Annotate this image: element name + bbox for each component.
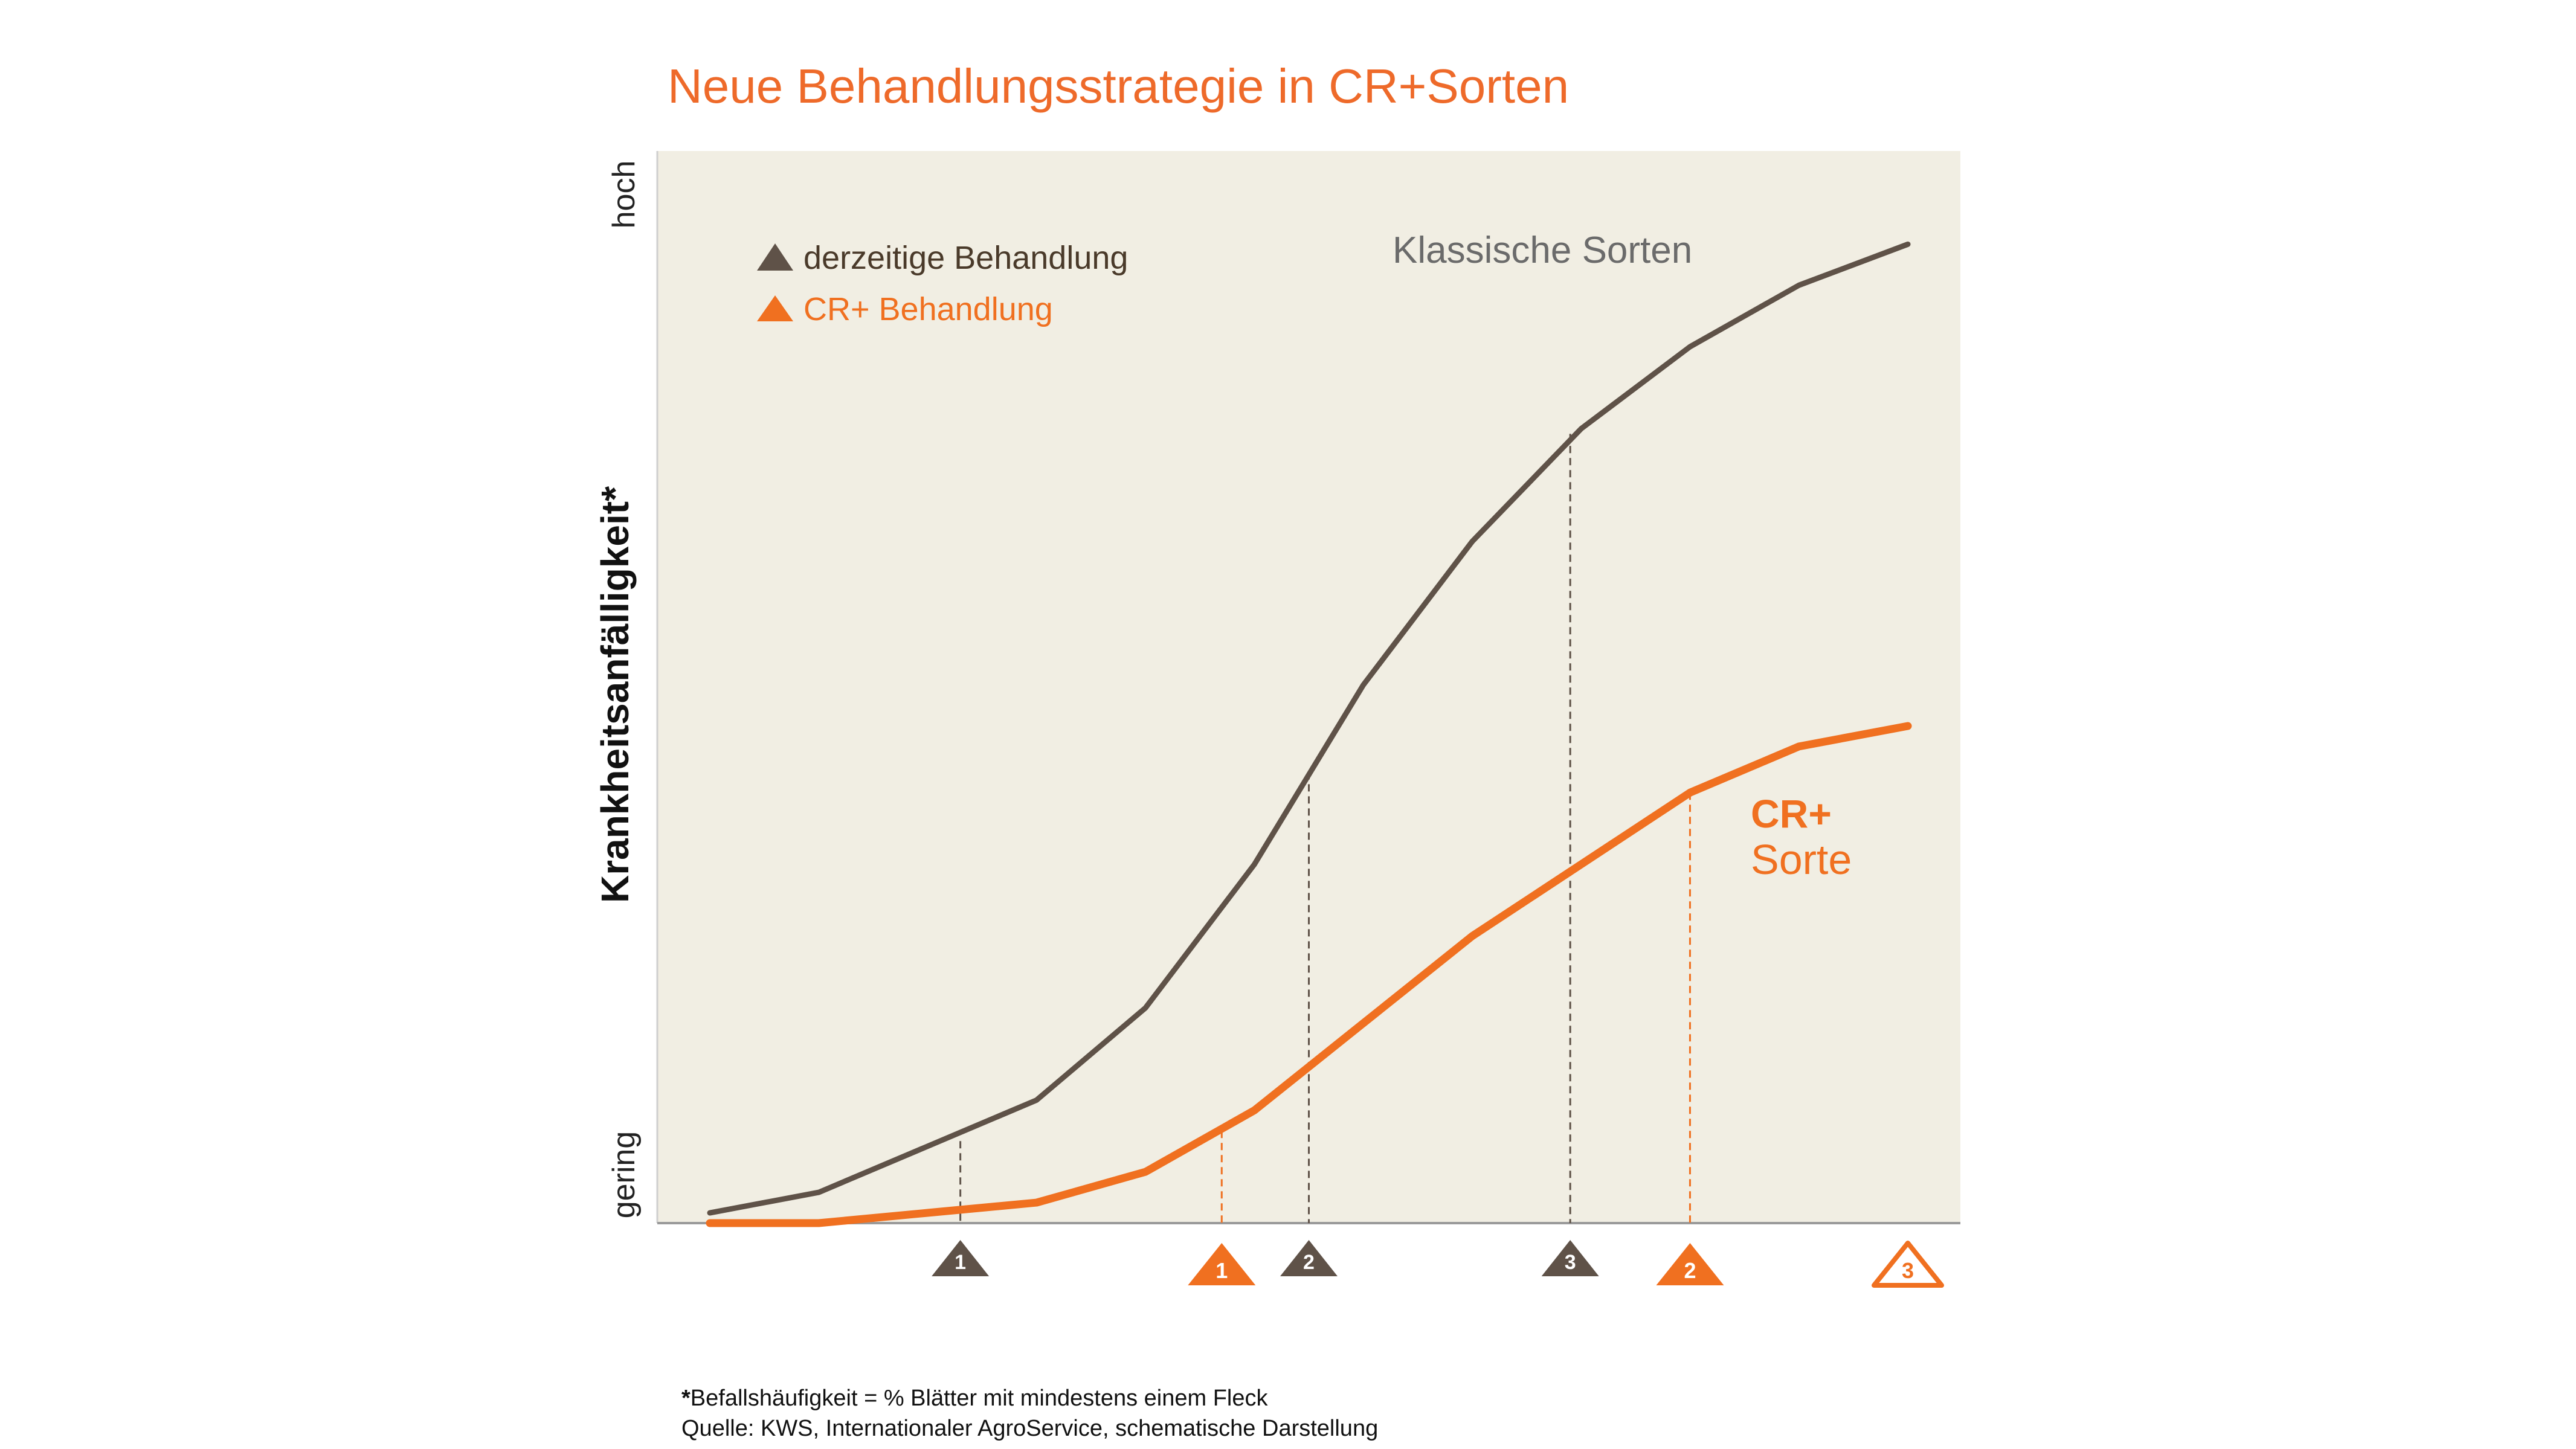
treatment-markers: 1 2 3 1 2 3 xyxy=(932,1240,1944,1288)
treatment-triangle xyxy=(1280,1240,1338,1276)
guide-lines xyxy=(959,434,1691,1223)
series-label-klassische: Klassische Sorten xyxy=(1393,230,1692,271)
series-line-klassische xyxy=(707,241,1911,1216)
footnote-text: Befallshäufigkeit = % Blätter mit mindes… xyxy=(691,1386,1269,1411)
footnote-line2: Quelle: KWS, Internationaler AgroService… xyxy=(681,1416,1378,1441)
treatment-number: 1 xyxy=(955,1251,966,1274)
treatment-marker-derzeitige-1: 1 xyxy=(932,1240,990,1276)
y-tick-high: hoch xyxy=(607,161,642,229)
treatment-triangle xyxy=(1656,1243,1724,1285)
treatment-triangle xyxy=(1188,1243,1256,1285)
series-label-cr-line1: CR+ xyxy=(1751,791,1832,836)
treatment-number: 3 xyxy=(1565,1251,1576,1274)
footnote-star: * xyxy=(681,1386,691,1411)
series-lines xyxy=(706,241,1912,1227)
treatment-number: 3 xyxy=(1902,1258,1914,1283)
treatment-marker-cr-1: 1 xyxy=(1188,1243,1256,1285)
series-label-cr-line2: Sorte xyxy=(1751,836,1852,883)
treatment-marker-cr-3: 3 xyxy=(1872,1241,1944,1288)
treatment-marker-derzeitige-3: 3 xyxy=(1541,1240,1599,1276)
legend-label-cr: CR+ Behandlung xyxy=(803,291,1053,327)
treatment-triangle xyxy=(1872,1241,1944,1288)
y-tick-low: gering xyxy=(607,1131,642,1219)
legend-triangle-cr xyxy=(757,295,793,321)
treatment-marker-derzeitige-2: 2 xyxy=(1280,1240,1338,1276)
legend-label-derzeitige: derzeitige Behandlung xyxy=(803,240,1128,276)
treatment-marker-cr-2: 2 xyxy=(1656,1243,1724,1285)
treatment-number: 1 xyxy=(1216,1258,1228,1283)
treatment-triangle xyxy=(1541,1240,1599,1276)
footnote-line1: *Befallshäufigkeit = % Blätter mit minde… xyxy=(681,1386,1268,1411)
treatment-number: 2 xyxy=(1684,1258,1696,1283)
legend-triangle-derzeitige xyxy=(757,243,793,271)
treatment-number: 2 xyxy=(1303,1251,1315,1274)
treatment-triangle xyxy=(932,1240,990,1276)
y-axis-label: Krankheitsanfälligkeit* xyxy=(593,486,637,903)
chart-title: Neue Behandlungsstrategie in CR+Sorten xyxy=(668,59,1569,113)
series-line-cr xyxy=(706,722,1912,1227)
